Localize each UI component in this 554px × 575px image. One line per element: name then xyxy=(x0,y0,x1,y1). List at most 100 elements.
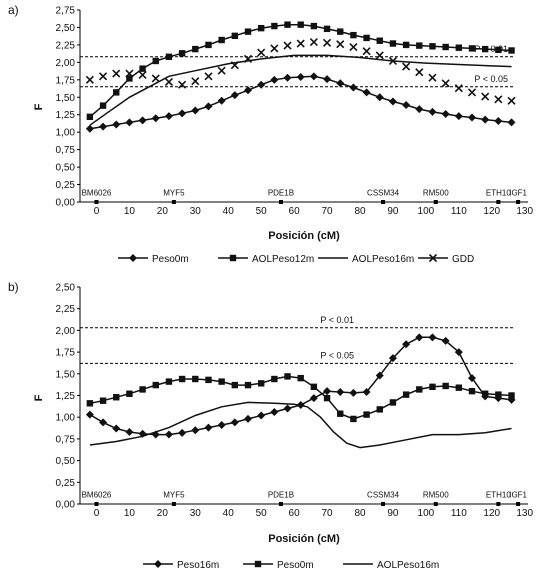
threshold-label: P < 0.05 xyxy=(320,350,354,360)
data-point-diamond xyxy=(112,424,121,433)
y-tick-label: 2,00 xyxy=(56,326,76,337)
marker-label: ETH10 xyxy=(486,189,511,198)
x-tick-label: 60 xyxy=(289,508,301,519)
data-point-square xyxy=(402,391,410,398)
data-point-square xyxy=(178,50,186,57)
x-tick-label: 110 xyxy=(451,508,467,519)
marker-label: BM6026 xyxy=(82,189,112,198)
data-point-square xyxy=(165,53,173,60)
data-point-square xyxy=(126,75,133,82)
data-point-diamond xyxy=(270,75,279,84)
marker-label: IGF1 xyxy=(509,189,527,198)
data-point-square xyxy=(257,24,265,32)
data-point-square xyxy=(99,102,107,109)
data-point-square xyxy=(481,390,489,397)
data-point-square xyxy=(350,415,357,423)
legend-label: AOLPeso12m xyxy=(252,254,314,265)
x-tick-label: 10 xyxy=(124,206,136,217)
data-point-square xyxy=(152,57,159,65)
data-point-diamond xyxy=(454,348,463,357)
threshold-label: P < 0.05 xyxy=(474,74,508,84)
data-point-square xyxy=(257,380,265,387)
data-point-diamond xyxy=(336,388,345,397)
data-point-x xyxy=(257,48,266,57)
data-point-square xyxy=(254,560,262,568)
data-point-x xyxy=(296,39,305,48)
marker-tick xyxy=(381,502,386,506)
data-point-diamond xyxy=(164,430,173,439)
series-line xyxy=(89,23,512,118)
data-point-diamond xyxy=(151,114,160,123)
x-tick-label: 60 xyxy=(289,206,301,217)
data-point-x xyxy=(415,68,424,77)
data-point-x xyxy=(375,51,384,60)
data-point-diamond xyxy=(191,426,200,435)
series-Peso0m xyxy=(86,373,515,423)
data-point-square xyxy=(205,376,212,384)
data-point-square xyxy=(495,46,502,53)
y-tick-label: 0,00 xyxy=(56,198,76,209)
x-tick-label: 120 xyxy=(483,206,500,217)
data-point-diamond xyxy=(323,75,332,84)
data-point-square xyxy=(376,406,383,413)
marker-tick xyxy=(516,200,521,204)
data-point-x xyxy=(494,95,503,104)
data-point-diamond xyxy=(336,79,345,88)
y-tick-label: 2,50 xyxy=(56,23,76,34)
data-point-diamond xyxy=(204,102,213,111)
x-tick-label: 100 xyxy=(418,206,435,217)
marker-label: ETH10 xyxy=(486,491,511,500)
data-point-x xyxy=(322,38,332,47)
panel-label: b) xyxy=(8,280,19,294)
data-point-diamond xyxy=(99,122,108,131)
data-point-square xyxy=(310,22,318,30)
data-point-square xyxy=(284,373,291,380)
legend-label: GDD xyxy=(452,254,474,265)
data-point-diamond xyxy=(283,404,292,413)
data-point-square xyxy=(376,37,383,44)
data-point-diamond xyxy=(204,423,213,432)
data-point-square xyxy=(229,254,237,262)
data-point-diamond xyxy=(85,124,94,133)
data-point-diamond xyxy=(178,109,187,118)
x-tick-label: 90 xyxy=(387,206,399,217)
data-point-x xyxy=(481,92,490,101)
x-axis-label: Posición (cM) xyxy=(268,533,340,545)
data-point-square xyxy=(495,391,502,398)
data-point-square xyxy=(363,411,370,418)
data-point-x xyxy=(454,84,463,93)
data-point-square xyxy=(86,400,94,407)
data-point-diamond xyxy=(428,333,437,342)
marker-tick xyxy=(278,200,283,204)
series-AOLPeso16m xyxy=(89,401,512,449)
y-tick-label: 0,25 xyxy=(56,180,76,191)
marker-tick xyxy=(94,200,99,204)
data-point-square xyxy=(139,65,146,72)
data-point-diamond xyxy=(375,93,384,102)
data-point-square xyxy=(218,378,225,385)
x-tick-label: 120 xyxy=(483,508,500,519)
marker-tick xyxy=(433,200,438,204)
data-point-diamond xyxy=(164,112,173,121)
data-point-square xyxy=(86,113,94,121)
legend-label: Peso0m xyxy=(152,254,189,265)
series-Peso0m xyxy=(85,72,516,133)
data-point-diamond xyxy=(138,116,147,125)
data-point-square xyxy=(389,40,397,47)
data-point-diamond xyxy=(270,407,279,416)
data-point-diamond xyxy=(125,118,134,127)
data-point-square xyxy=(455,44,463,51)
data-point-x xyxy=(164,77,174,86)
x-axis-label: Posición (cM) xyxy=(268,230,340,242)
data-point-square xyxy=(99,397,107,404)
marker-label: PDE1B xyxy=(268,189,294,198)
data-point-diamond xyxy=(441,336,450,345)
data-point-x xyxy=(217,66,226,75)
data-point-x xyxy=(309,38,318,47)
data-point-x xyxy=(270,44,279,53)
data-point-square xyxy=(337,28,344,35)
data-point-x xyxy=(336,40,345,49)
data-point-diamond xyxy=(468,113,476,122)
data-point-square xyxy=(152,381,159,389)
x-tick-label: 40 xyxy=(223,508,235,519)
